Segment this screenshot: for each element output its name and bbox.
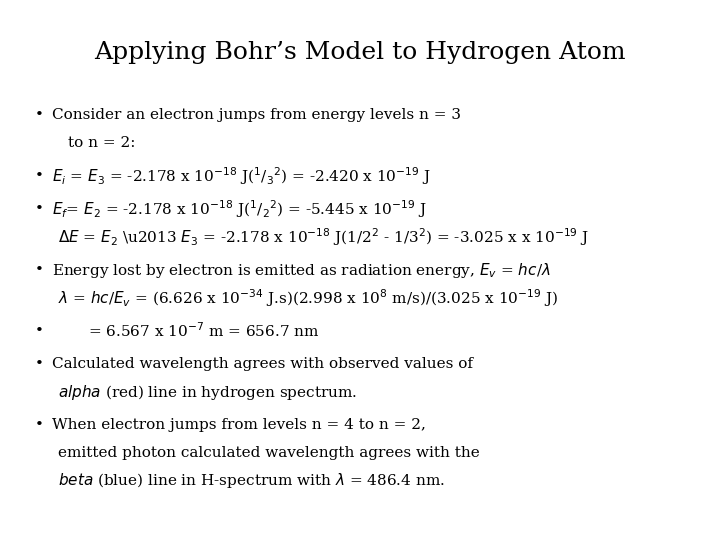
Text: •: •: [35, 324, 44, 338]
Text: = 6.567 x 10$^{-7}$ m = 656.7 nm: = 6.567 x 10$^{-7}$ m = 656.7 nm: [88, 322, 320, 340]
Text: •: •: [35, 108, 44, 122]
Text: emitted photon calculated wavelength agrees with the: emitted photon calculated wavelength agr…: [58, 446, 480, 460]
Text: $\Delta$$E$ = $E_2$ \u2013 $E_3$ = -2.178 x 10$^{-18}$ J(1/2$^2$ - 1/3$^2$) = -3: $\Delta$$E$ = $E_2$ \u2013 $E_3$ = -2.17…: [58, 226, 589, 248]
Text: •: •: [35, 263, 44, 277]
Text: •: •: [35, 357, 44, 371]
Text: $E_f$= $E_2$ = -2.178 x 10$^{-18}$ J($^1$/$_2$$^2$) = -5.445 x 10$^{-19}$ J: $E_f$= $E_2$ = -2.178 x 10$^{-18}$ J($^1…: [52, 198, 427, 220]
Text: •: •: [35, 202, 44, 216]
Text: Applying Bohr’s Model to Hydrogen Atom: Applying Bohr’s Model to Hydrogen Atom: [94, 40, 626, 64]
Text: When electron jumps from levels n = 4 to n = 2,: When electron jumps from levels n = 4 to…: [52, 418, 426, 432]
Text: $\lambda$ = $hc$/$E_v$ = (6.626 x 10$^{-34}$ J.s)(2.998 x 10$^8$ m/s)/(3.025 x 1: $\lambda$ = $hc$/$E_v$ = (6.626 x 10$^{-…: [58, 287, 559, 309]
Text: Consider an electron jumps from energy levels n = 3: Consider an electron jumps from energy l…: [52, 108, 461, 122]
Text: $\it{alpha}$ (red) line in hydrogen spectrum.: $\it{alpha}$ (red) line in hydrogen spec…: [58, 382, 357, 402]
Text: $E_i$ = $E_3$ = -2.178 x 10$^{-18}$ J($^1$/$_3$$^2$) = -2.420 x 10$^{-19}$ J: $E_i$ = $E_3$ = -2.178 x 10$^{-18}$ J($^…: [52, 165, 431, 187]
Text: Calculated wavelength agrees with observed values of: Calculated wavelength agrees with observ…: [52, 357, 473, 371]
Text: •: •: [35, 169, 44, 183]
Text: Energy lost by electron is emitted as radiation energy, $E_v$ = $hc$/$\lambda$: Energy lost by electron is emitted as ra…: [52, 260, 551, 280]
Text: to n = 2:: to n = 2:: [68, 136, 135, 150]
Text: •: •: [35, 418, 44, 432]
Text: $\it{beta}$ (blue) line in H-spectrum with $\lambda$ = 486.4 nm.: $\it{beta}$ (blue) line in H-spectrum wi…: [58, 471, 445, 490]
